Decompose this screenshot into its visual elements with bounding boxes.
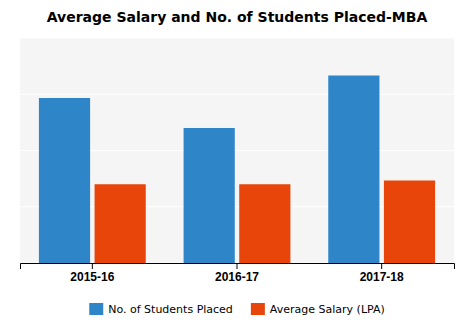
x-tick: 2015-16 <box>70 263 114 284</box>
plot: 2015-16 2016-17 2017-18 <box>20 38 455 284</box>
grid-line <box>20 94 454 95</box>
series <box>39 76 380 264</box>
x-tick: 2016-17 <box>215 263 259 284</box>
bar <box>384 181 435 264</box>
legend-label: Average Salary (LPA) <box>270 303 385 316</box>
x-axis: 2015-16 2016-17 2017-18 <box>21 263 455 284</box>
y-axis-line <box>20 39 21 264</box>
x-tick-mark <box>381 263 382 269</box>
bar <box>239 184 290 263</box>
y-axis <box>20 39 22 264</box>
legend-item: Average Salary (LPA) <box>251 303 385 316</box>
x-tick-label: 2015-16 <box>70 270 114 284</box>
x-tick-mark <box>92 263 93 269</box>
legend-label: No. of Students Placed <box>108 303 233 316</box>
legend-swatch <box>251 303 265 315</box>
bars <box>39 76 435 264</box>
plot-background <box>20 38 454 263</box>
grid-line <box>20 37 454 38</box>
bar <box>95 184 146 263</box>
x-tick-label: 2016-17 <box>215 270 259 284</box>
chart: 2015-16 2016-17 2017-18 Average Salary and … <box>0 0 474 325</box>
legend-item: No. of Students Placed <box>89 303 233 316</box>
x-tick-mark <box>237 263 238 269</box>
bar <box>39 98 90 263</box>
series <box>95 181 436 264</box>
x-tick-label: 2017-18 <box>360 270 404 284</box>
bar <box>328 76 379 264</box>
legend-swatch <box>89 303 103 315</box>
bar <box>184 128 235 263</box>
title: Average Salary and No. of Students Place… <box>47 9 428 25</box>
legend: No. of Students Placed Average Salary (LP… <box>89 303 385 316</box>
x-axis-line <box>21 264 455 270</box>
x-tick: 2017-18 <box>360 263 404 284</box>
grid <box>20 38 454 263</box>
